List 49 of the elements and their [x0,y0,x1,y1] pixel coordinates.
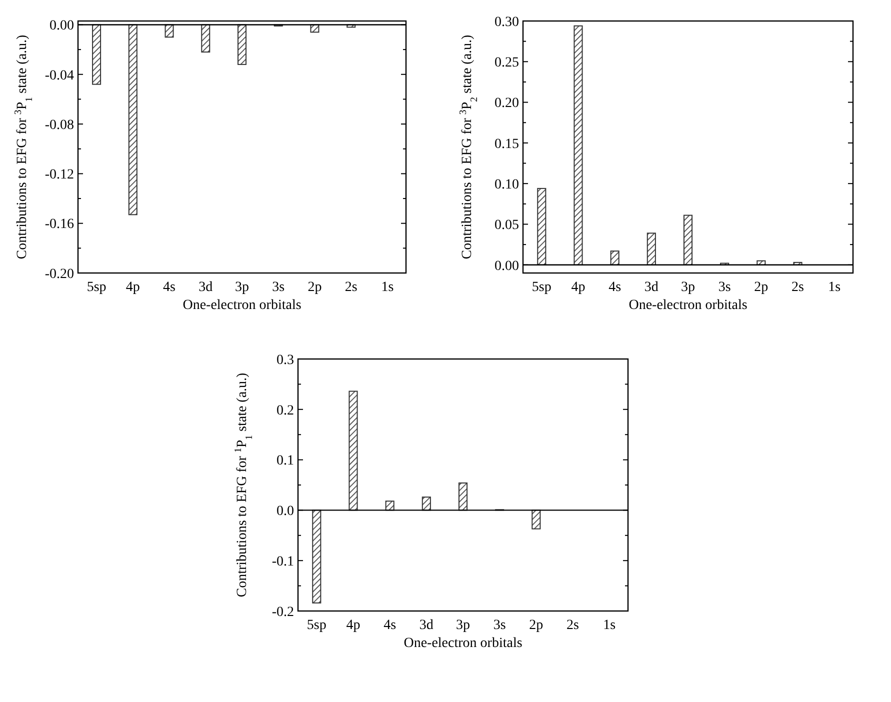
x-tick-label: 3d [198,280,213,295]
x-tick-label: 2s [566,618,579,633]
x-tick-label: 1s [603,618,616,633]
x-tick-label: 4s [163,280,176,295]
x-tick-label: 2p [754,280,768,295]
y-tick-label: -0.04 [44,68,74,84]
y-tick-label: -0.16 [44,217,74,232]
x-tick-label: 1s [828,280,841,295]
x-tick-label: 4s [384,618,396,633]
x-tick-label: 4s [608,280,622,295]
y-tick-label: 0.25 [494,56,519,71]
y-tick-label: 0.1 [276,454,294,469]
y-tick-label: -0.1 [272,554,294,570]
x-tick-label: 3s [493,618,506,633]
x-axis-title: One-electron orbitals [404,636,522,651]
x-tick-label: 3d [644,280,658,295]
x-tick-label: 3p [235,280,249,295]
x-tick-label: 3p [681,280,695,295]
x-tick-label: 5sp [532,280,552,295]
y-tick-label: 0.3 [276,352,294,368]
x-tick-label: 2p [529,618,544,633]
x-tick-label: 4p [126,280,140,295]
x-tick-label: 1s [381,280,394,295]
x-tick-label: 3s [272,280,285,295]
y-tick-label: 0.15 [494,136,519,152]
x-axis-title: One-electron orbitals [628,298,748,313]
y-tick-label: 0.30 [494,14,519,30]
y-tick-label: 0.00 [494,258,519,274]
x-tick-label: 4p [346,618,360,633]
x-tick-label: 2s [792,280,804,295]
x-tick-label: 3d [419,618,434,633]
x-axis-title: One-electron orbitals [182,298,302,313]
x-tick-label: 3p [456,618,470,633]
x-tick-label: 4p [571,280,586,295]
y-tick-label: 0.0 [276,504,294,520]
y-tick-label: -0.20 [44,266,74,282]
x-tick-label: 5sp [306,618,326,633]
y-tick-label: 0.00 [50,18,74,34]
y-tick-label: 0.20 [494,96,519,112]
x-tick-label: 3s [718,280,731,295]
y-tick-label: -0.2 [272,604,294,620]
x-tick-label: 2p [308,280,322,295]
y-tick-label: 0.10 [494,177,519,192]
x-tick-label: 2s [344,280,358,295]
y-tick-label: -0.12 [44,168,74,183]
x-tick-label: 5sp [86,280,106,295]
y-tick-label: 0.05 [494,218,519,234]
y-tick-label: -0.08 [44,118,74,133]
y-tick-label: 0.2 [276,403,294,418]
